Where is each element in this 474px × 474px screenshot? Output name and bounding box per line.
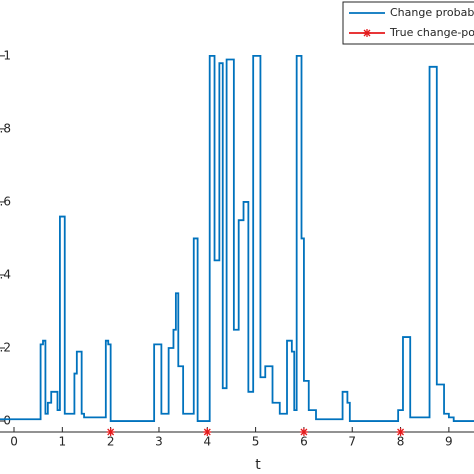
- y-tick-label: 1: [3, 48, 11, 62]
- x-tick-label: 5: [252, 435, 260, 449]
- y-tick-label: 0.6: [0, 194, 11, 208]
- y-tick-label: 0.2: [0, 341, 11, 355]
- marker-stroke: [363, 29, 371, 37]
- legend-label: True change-po: [389, 26, 474, 39]
- legend-box: [342, 1, 474, 45]
- x-tick-label: 9: [445, 435, 453, 449]
- x-tick-label: 4: [203, 435, 211, 449]
- marker-stroke: [107, 428, 115, 436]
- marker: [106, 428, 115, 436]
- marker: [396, 428, 405, 436]
- x-axis-label: t: [255, 457, 261, 473]
- marker: [299, 428, 308, 436]
- marker-stroke: [397, 428, 405, 436]
- x-tick-label: 1: [59, 435, 67, 449]
- y-tick-label: 0.4: [0, 267, 11, 281]
- x-tick-label: 8: [397, 435, 405, 449]
- legend: Change probabi True change-po: [342, 1, 474, 45]
- y-tick-label: 0.8: [0, 121, 11, 135]
- x-tick-label: 0: [10, 435, 18, 449]
- marker-stroke: [203, 428, 211, 436]
- x-tick-label: 7: [348, 435, 356, 449]
- probability-line: [0, 54, 474, 422]
- x-tick-label: 3: [155, 435, 163, 449]
- marker-stroke: [300, 428, 308, 436]
- y-tick-label: 0: [3, 414, 11, 428]
- x-tick-label: 6: [300, 435, 308, 449]
- marker: [203, 428, 212, 436]
- marker: [363, 29, 371, 37]
- legend-label: Change probabi: [390, 6, 474, 19]
- x-tick-label: 2: [107, 435, 115, 449]
